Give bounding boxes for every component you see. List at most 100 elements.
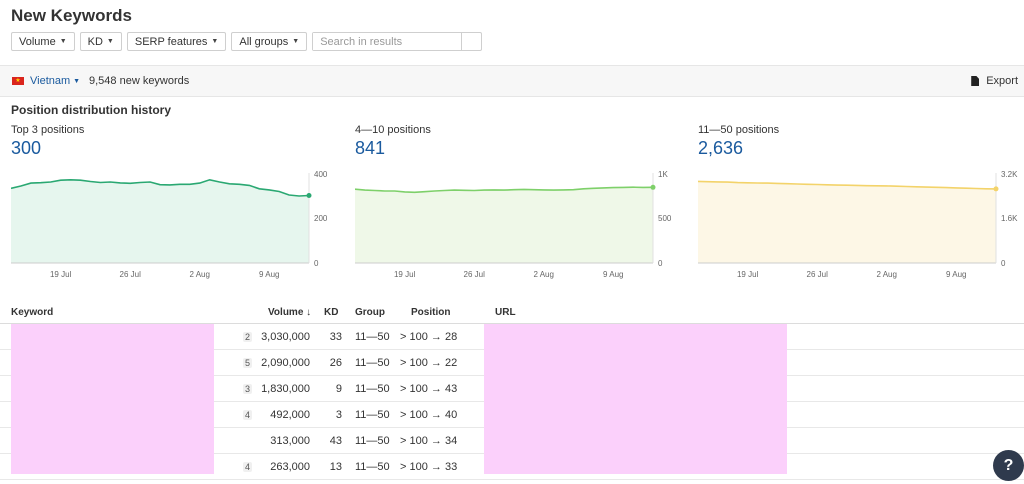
- chart-series-line: [11, 178, 310, 197]
- chart-area: [11, 179, 309, 263]
- chart-value: 300: [11, 138, 42, 158]
- kd-cell: 26: [329, 357, 342, 369]
- group-column-header[interactable]: Group: [355, 307, 385, 318]
- x-tick-label: 26 Jul: [120, 270, 142, 279]
- position-cell: > 100 → 28: [400, 331, 458, 343]
- x-tick-label: 26 Jul: [464, 270, 486, 279]
- chart-top3-svg: 400 200 0 19 Jul 26 Jul 2 Aug 9 Aug: [11, 170, 328, 279]
- x-tick-label: 19 Jul: [50, 270, 72, 279]
- help-button[interactable]: ?: [993, 450, 1024, 481]
- country-label: Vietnam: [30, 75, 71, 87]
- y-tick-label: 0: [314, 259, 319, 268]
- caret-down-icon: ▼: [106, 38, 114, 45]
- position-cell: > 100 → 33: [400, 461, 458, 473]
- kd-filter-button[interactable]: KD ▼: [79, 32, 122, 51]
- export-icon: [971, 76, 980, 86]
- position-cell: > 100 → 22: [400, 357, 458, 369]
- volume-filter-button[interactable]: Volume ▼: [11, 32, 75, 51]
- kd-cell: 43: [329, 435, 342, 447]
- serp-rank-badge: 3: [243, 384, 253, 394]
- country-bar: ★ Vietnam ▼ 9,548 new keywords Export: [0, 65, 1024, 97]
- kd-cell: 3: [335, 409, 342, 421]
- chart-4-10: 4—10 positions 841 1K 500 0 19 Jul 26 Jul 2 A…: [355, 124, 680, 279]
- y-tick-label: 0: [658, 259, 663, 268]
- kd-column-header[interactable]: KD: [324, 307, 339, 318]
- volume-cell: 3,030,000: [261, 331, 310, 343]
- x-tick-label: 9 Aug: [946, 270, 966, 279]
- groups-filter-button[interactable]: All groups ▼: [231, 32, 308, 51]
- group-cell: 11—50: [355, 357, 390, 369]
- group-cell: 11—50: [355, 461, 390, 473]
- x-tick-label: 26 Jul: [807, 270, 829, 279]
- volume-cell: 492,000: [270, 409, 310, 421]
- chart-value: 841: [355, 138, 386, 158]
- x-tick-label: 9 Aug: [259, 270, 279, 279]
- chart-11-50: 11—50 positions 2,636 3.2K 1.6K 0 19 Jul 26 …: [698, 124, 1023, 279]
- chart-top3: Top 3 positions 300 400 200 0 19 Jul 26 Jul 2…: [11, 124, 336, 279]
- serp-rank-badge: 5: [243, 358, 253, 368]
- serp-features-filter-button[interactable]: SERP features ▼: [126, 32, 227, 51]
- volume-cell: 1,830,000: [261, 383, 310, 395]
- caret-down-icon: ▼: [292, 38, 300, 45]
- y-tick-label: 3.2K: [1001, 170, 1018, 179]
- chart-series-line: [355, 186, 654, 194]
- groups-filter-label: All groups: [239, 35, 289, 48]
- caret-down-icon: ▼: [211, 38, 219, 45]
- y-tick-label: 200: [314, 214, 328, 223]
- position-cell: > 100 → 34: [400, 435, 458, 447]
- keyword-count: 9,548 new keywords: [89, 75, 190, 87]
- table-row[interactable]: 4 263,000 13 11—50 > 100 → 33: [0, 454, 1024, 480]
- redacted-urls: [484, 324, 787, 474]
- search-box: [312, 32, 483, 51]
- country-selector[interactable]: Vietnam ▼: [30, 75, 80, 87]
- x-tick-label: 19 Jul: [394, 270, 416, 279]
- group-cell: 11—50: [355, 435, 390, 447]
- chart-label: Top 3 positions: [11, 124, 85, 136]
- caret-down-icon: ▼: [59, 38, 67, 45]
- position-cell: > 100 → 43: [400, 383, 458, 395]
- group-cell: 11—50: [355, 409, 390, 421]
- chart-label: 11—50 positions: [698, 124, 780, 136]
- serp-rank-badge: 4: [243, 410, 253, 420]
- x-tick-label: 19 Jul: [737, 270, 759, 279]
- position-column-header[interactable]: Position: [411, 307, 451, 318]
- table-header: Keyword Volume ↓ KD Group Position URL: [0, 300, 1024, 324]
- y-tick-label: 0: [1001, 259, 1006, 268]
- chart-series-line: [698, 180, 997, 190]
- volume-cell: 313,000: [270, 435, 310, 447]
- serp-rank-badge: 2: [243, 332, 253, 342]
- x-tick-label: 2 Aug: [533, 270, 553, 279]
- page-title: New Keywords: [11, 6, 132, 25]
- keyword-column-header[interactable]: Keyword: [11, 307, 54, 318]
- volume-cell: 263,000: [270, 461, 310, 473]
- volume-filter-label: Volume: [19, 35, 56, 48]
- kd-filter-label: KD: [87, 35, 103, 48]
- y-tick-label: 500: [658, 214, 672, 223]
- chart-end-point: [306, 193, 312, 198]
- search-input[interactable]: [313, 33, 462, 50]
- y-tick-label: 400: [314, 170, 328, 179]
- filter-bar: Volume ▼ KD ▼ SERP features ▼ All groups…: [11, 32, 483, 51]
- vietnam-flag-icon: ★: [12, 77, 24, 85]
- x-tick-label: 2 Aug: [189, 270, 209, 279]
- position-cell: > 100 → 40: [400, 409, 458, 421]
- export-button[interactable]: Export: [971, 75, 1018, 87]
- kd-cell: 13: [329, 461, 342, 473]
- serp-rank-badge: 4: [243, 462, 253, 472]
- sort-arrow-icon: ↓: [306, 307, 312, 318]
- chart-value: 2,636: [698, 138, 744, 158]
- chart-4-10-svg: 1K 500 0 19 Jul 26 Jul 2 Aug 9 Aug: [355, 170, 672, 279]
- url-column-header: URL: [495, 307, 516, 318]
- y-tick-label: 1.6K: [1001, 214, 1018, 223]
- section-title: Position distribution history: [11, 103, 171, 117]
- kd-cell: 9: [335, 383, 342, 395]
- volume-column-header[interactable]: Volume ↓: [268, 307, 311, 318]
- chart-label: 4—10 positions: [355, 124, 431, 136]
- y-tick-label: 1K: [658, 170, 668, 179]
- serp-filter-label: SERP features: [134, 35, 208, 48]
- volume-header-label: Volume: [268, 307, 304, 318]
- chart-11-50-svg: 3.2K 1.6K 0 19 Jul 26 Jul 2 Aug 9 Aug: [698, 170, 1018, 279]
- search-button[interactable]: [461, 33, 481, 50]
- chart-area: [355, 187, 653, 263]
- caret-down-icon: ▼: [73, 77, 81, 85]
